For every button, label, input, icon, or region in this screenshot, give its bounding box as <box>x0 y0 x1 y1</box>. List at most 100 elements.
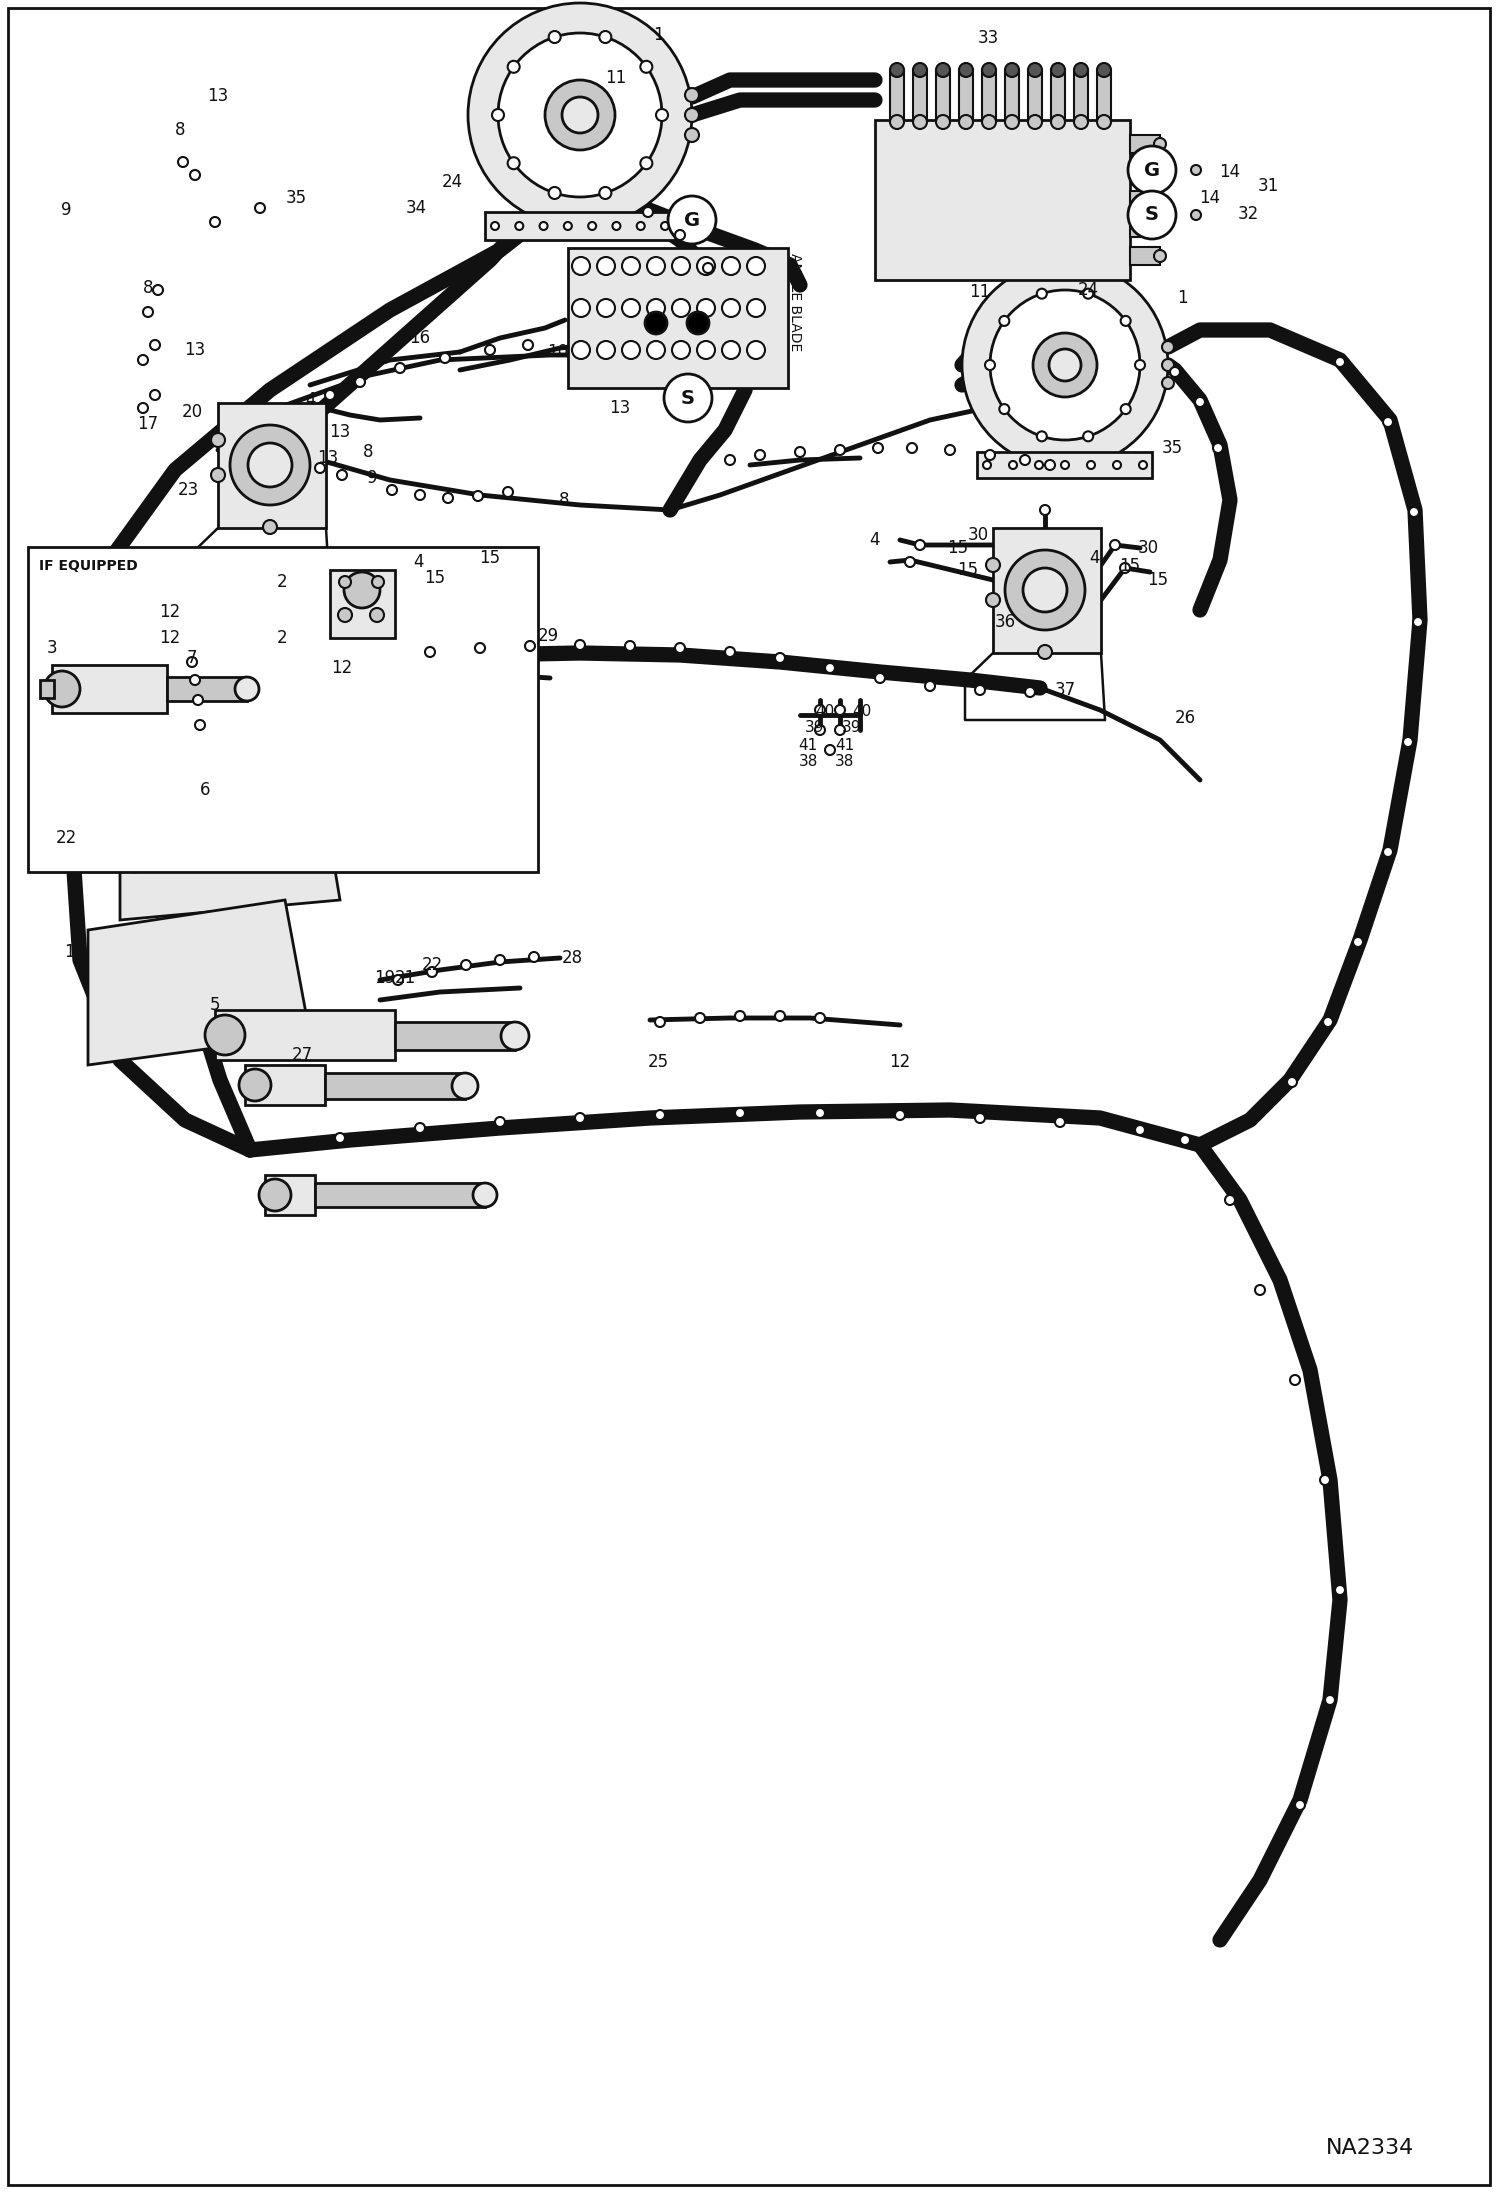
Circle shape <box>1287 1077 1297 1088</box>
Text: 27: 27 <box>292 1046 313 1064</box>
Circle shape <box>452 1072 478 1099</box>
Circle shape <box>1191 211 1201 219</box>
Circle shape <box>337 469 348 480</box>
Circle shape <box>1034 333 1097 397</box>
Bar <box>1028 70 1043 123</box>
Circle shape <box>1153 221 1165 235</box>
Circle shape <box>834 445 845 454</box>
Text: G: G <box>685 211 700 230</box>
Text: 15: 15 <box>479 548 500 568</box>
Circle shape <box>722 340 740 360</box>
Circle shape <box>975 684 986 695</box>
Circle shape <box>1335 1586 1345 1594</box>
Polygon shape <box>120 781 340 921</box>
Circle shape <box>1052 114 1065 129</box>
Circle shape <box>945 445 956 454</box>
Circle shape <box>936 64 950 77</box>
Circle shape <box>259 1180 291 1211</box>
Circle shape <box>249 443 292 487</box>
Circle shape <box>1353 936 1363 947</box>
Bar <box>1052 70 1065 123</box>
Circle shape <box>523 340 533 351</box>
Circle shape <box>986 450 995 461</box>
Circle shape <box>774 1011 785 1022</box>
Circle shape <box>673 340 691 360</box>
Bar <box>219 404 327 529</box>
Bar <box>912 70 927 123</box>
Circle shape <box>656 110 668 121</box>
Text: 1: 1 <box>653 26 664 44</box>
Circle shape <box>563 221 572 230</box>
Circle shape <box>1037 289 1047 298</box>
Bar <box>265 1175 315 1215</box>
Circle shape <box>1294 1800 1305 1809</box>
Circle shape <box>646 311 667 333</box>
Circle shape <box>355 377 366 386</box>
Circle shape <box>599 31 611 44</box>
Circle shape <box>395 364 404 373</box>
Circle shape <box>795 447 804 456</box>
Text: 13: 13 <box>330 423 351 441</box>
Circle shape <box>336 1134 345 1143</box>
Circle shape <box>990 289 1140 441</box>
Bar <box>1129 248 1159 265</box>
Bar <box>395 1022 515 1050</box>
Text: 3: 3 <box>46 638 57 658</box>
Circle shape <box>722 298 740 318</box>
Circle shape <box>150 390 160 399</box>
Text: 39: 39 <box>842 721 861 735</box>
Text: 9: 9 <box>61 202 72 219</box>
Circle shape <box>1040 504 1050 515</box>
Text: 10: 10 <box>547 342 569 362</box>
Circle shape <box>890 64 903 77</box>
Circle shape <box>386 485 397 496</box>
Bar <box>1129 219 1159 237</box>
Circle shape <box>1135 1125 1144 1136</box>
Text: 7: 7 <box>187 649 198 667</box>
Circle shape <box>339 577 351 588</box>
Circle shape <box>210 217 220 228</box>
Text: 4: 4 <box>870 531 881 548</box>
Text: 19: 19 <box>374 969 395 987</box>
Circle shape <box>664 375 712 421</box>
Circle shape <box>1083 432 1094 441</box>
Bar <box>1005 70 1019 123</box>
Circle shape <box>1153 193 1165 206</box>
Text: 34: 34 <box>406 200 427 217</box>
Circle shape <box>240 1068 271 1101</box>
Bar <box>315 1182 485 1206</box>
Circle shape <box>1074 64 1088 77</box>
Circle shape <box>975 1114 986 1123</box>
Circle shape <box>508 61 520 72</box>
Circle shape <box>598 298 616 318</box>
Circle shape <box>415 1123 425 1134</box>
Text: 16: 16 <box>409 329 430 346</box>
Circle shape <box>1138 461 1147 469</box>
Bar <box>993 529 1101 654</box>
Circle shape <box>1413 616 1423 627</box>
Text: 38: 38 <box>836 754 855 770</box>
Circle shape <box>915 539 924 550</box>
Circle shape <box>815 1013 825 1022</box>
Text: NA2334: NA2334 <box>1326 2138 1414 2158</box>
Circle shape <box>515 221 523 230</box>
Circle shape <box>1135 360 1144 371</box>
Bar <box>28 546 538 873</box>
Circle shape <box>640 158 652 169</box>
Circle shape <box>1326 1695 1335 1704</box>
Circle shape <box>668 195 716 243</box>
Circle shape <box>1121 316 1131 327</box>
Circle shape <box>440 353 449 364</box>
Circle shape <box>1128 147 1176 193</box>
Text: 9: 9 <box>367 469 377 487</box>
Text: 41: 41 <box>798 737 818 752</box>
Circle shape <box>1046 461 1055 469</box>
Circle shape <box>427 967 437 978</box>
Text: 1: 1 <box>1177 289 1188 307</box>
Circle shape <box>370 607 383 623</box>
Circle shape <box>825 662 834 673</box>
Circle shape <box>643 206 653 217</box>
Circle shape <box>912 64 927 77</box>
Circle shape <box>1213 443 1222 454</box>
Circle shape <box>815 704 825 715</box>
